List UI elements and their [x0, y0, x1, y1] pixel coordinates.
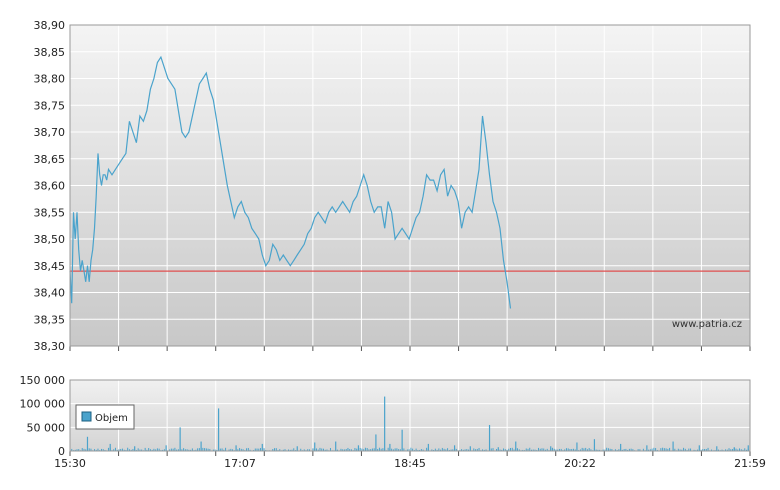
- volume-y-tick-label: 50 000: [27, 421, 66, 434]
- price-x-ticks: [69, 346, 751, 351]
- volume-y-axis: 150 000 100 000 50 000 0: [20, 374, 66, 458]
- legend-swatch: [81, 411, 92, 422]
- price-y-tick-label: 38,55: [34, 206, 66, 219]
- price-frame: [69, 24, 751, 347]
- volume-legend: Objem: [75, 404, 135, 430]
- price-y-tick-label: 38,75: [34, 99, 66, 112]
- volume-y-tick-label: 0: [58, 445, 65, 458]
- x-tick-label: 15:30: [54, 457, 86, 470]
- price-grid: [70, 24, 750, 347]
- price-y-tick-label: 38,70: [34, 126, 66, 139]
- price-y-tick-label: 38,60: [34, 180, 66, 193]
- price-y-tick-label: 38,90: [34, 19, 66, 32]
- price-y-tick-label: 38,35: [34, 313, 66, 326]
- price-y-tick-label: 38,30: [34, 340, 66, 353]
- watermark-text: www.patria.cz: [672, 319, 742, 330]
- price-y-tick-label: 38,40: [34, 287, 66, 300]
- volume-y-tick-label: 150 000: [20, 374, 66, 387]
- price-y-tick-label: 38,50: [34, 233, 66, 246]
- volume-y-tick-label: 100 000: [20, 398, 66, 411]
- x-tick-label: 18:45: [394, 457, 426, 470]
- x-tick-label: 20:22: [564, 457, 596, 470]
- price-line: [69, 55, 512, 309]
- volume-frame: [69, 379, 751, 452]
- x-tick-label: 17:07: [224, 457, 256, 470]
- legend-label: Objem: [95, 413, 128, 424]
- price-y-tick-label: 38,45: [34, 260, 66, 273]
- price-y-tick-label: 38,65: [34, 153, 66, 166]
- x-tick-label: 21:59: [734, 457, 766, 470]
- price-y-tick-label: 38,80: [34, 73, 66, 86]
- price-y-tick-label: 38,85: [34, 46, 66, 59]
- volume-x-axis: 15:30 17:07 18:45 20:22 21:59: [54, 451, 766, 470]
- price-y-axis: 38,90 38,85 38,80 38,75 38,70 38,65 38,60 38,55…: [34, 19, 66, 353]
